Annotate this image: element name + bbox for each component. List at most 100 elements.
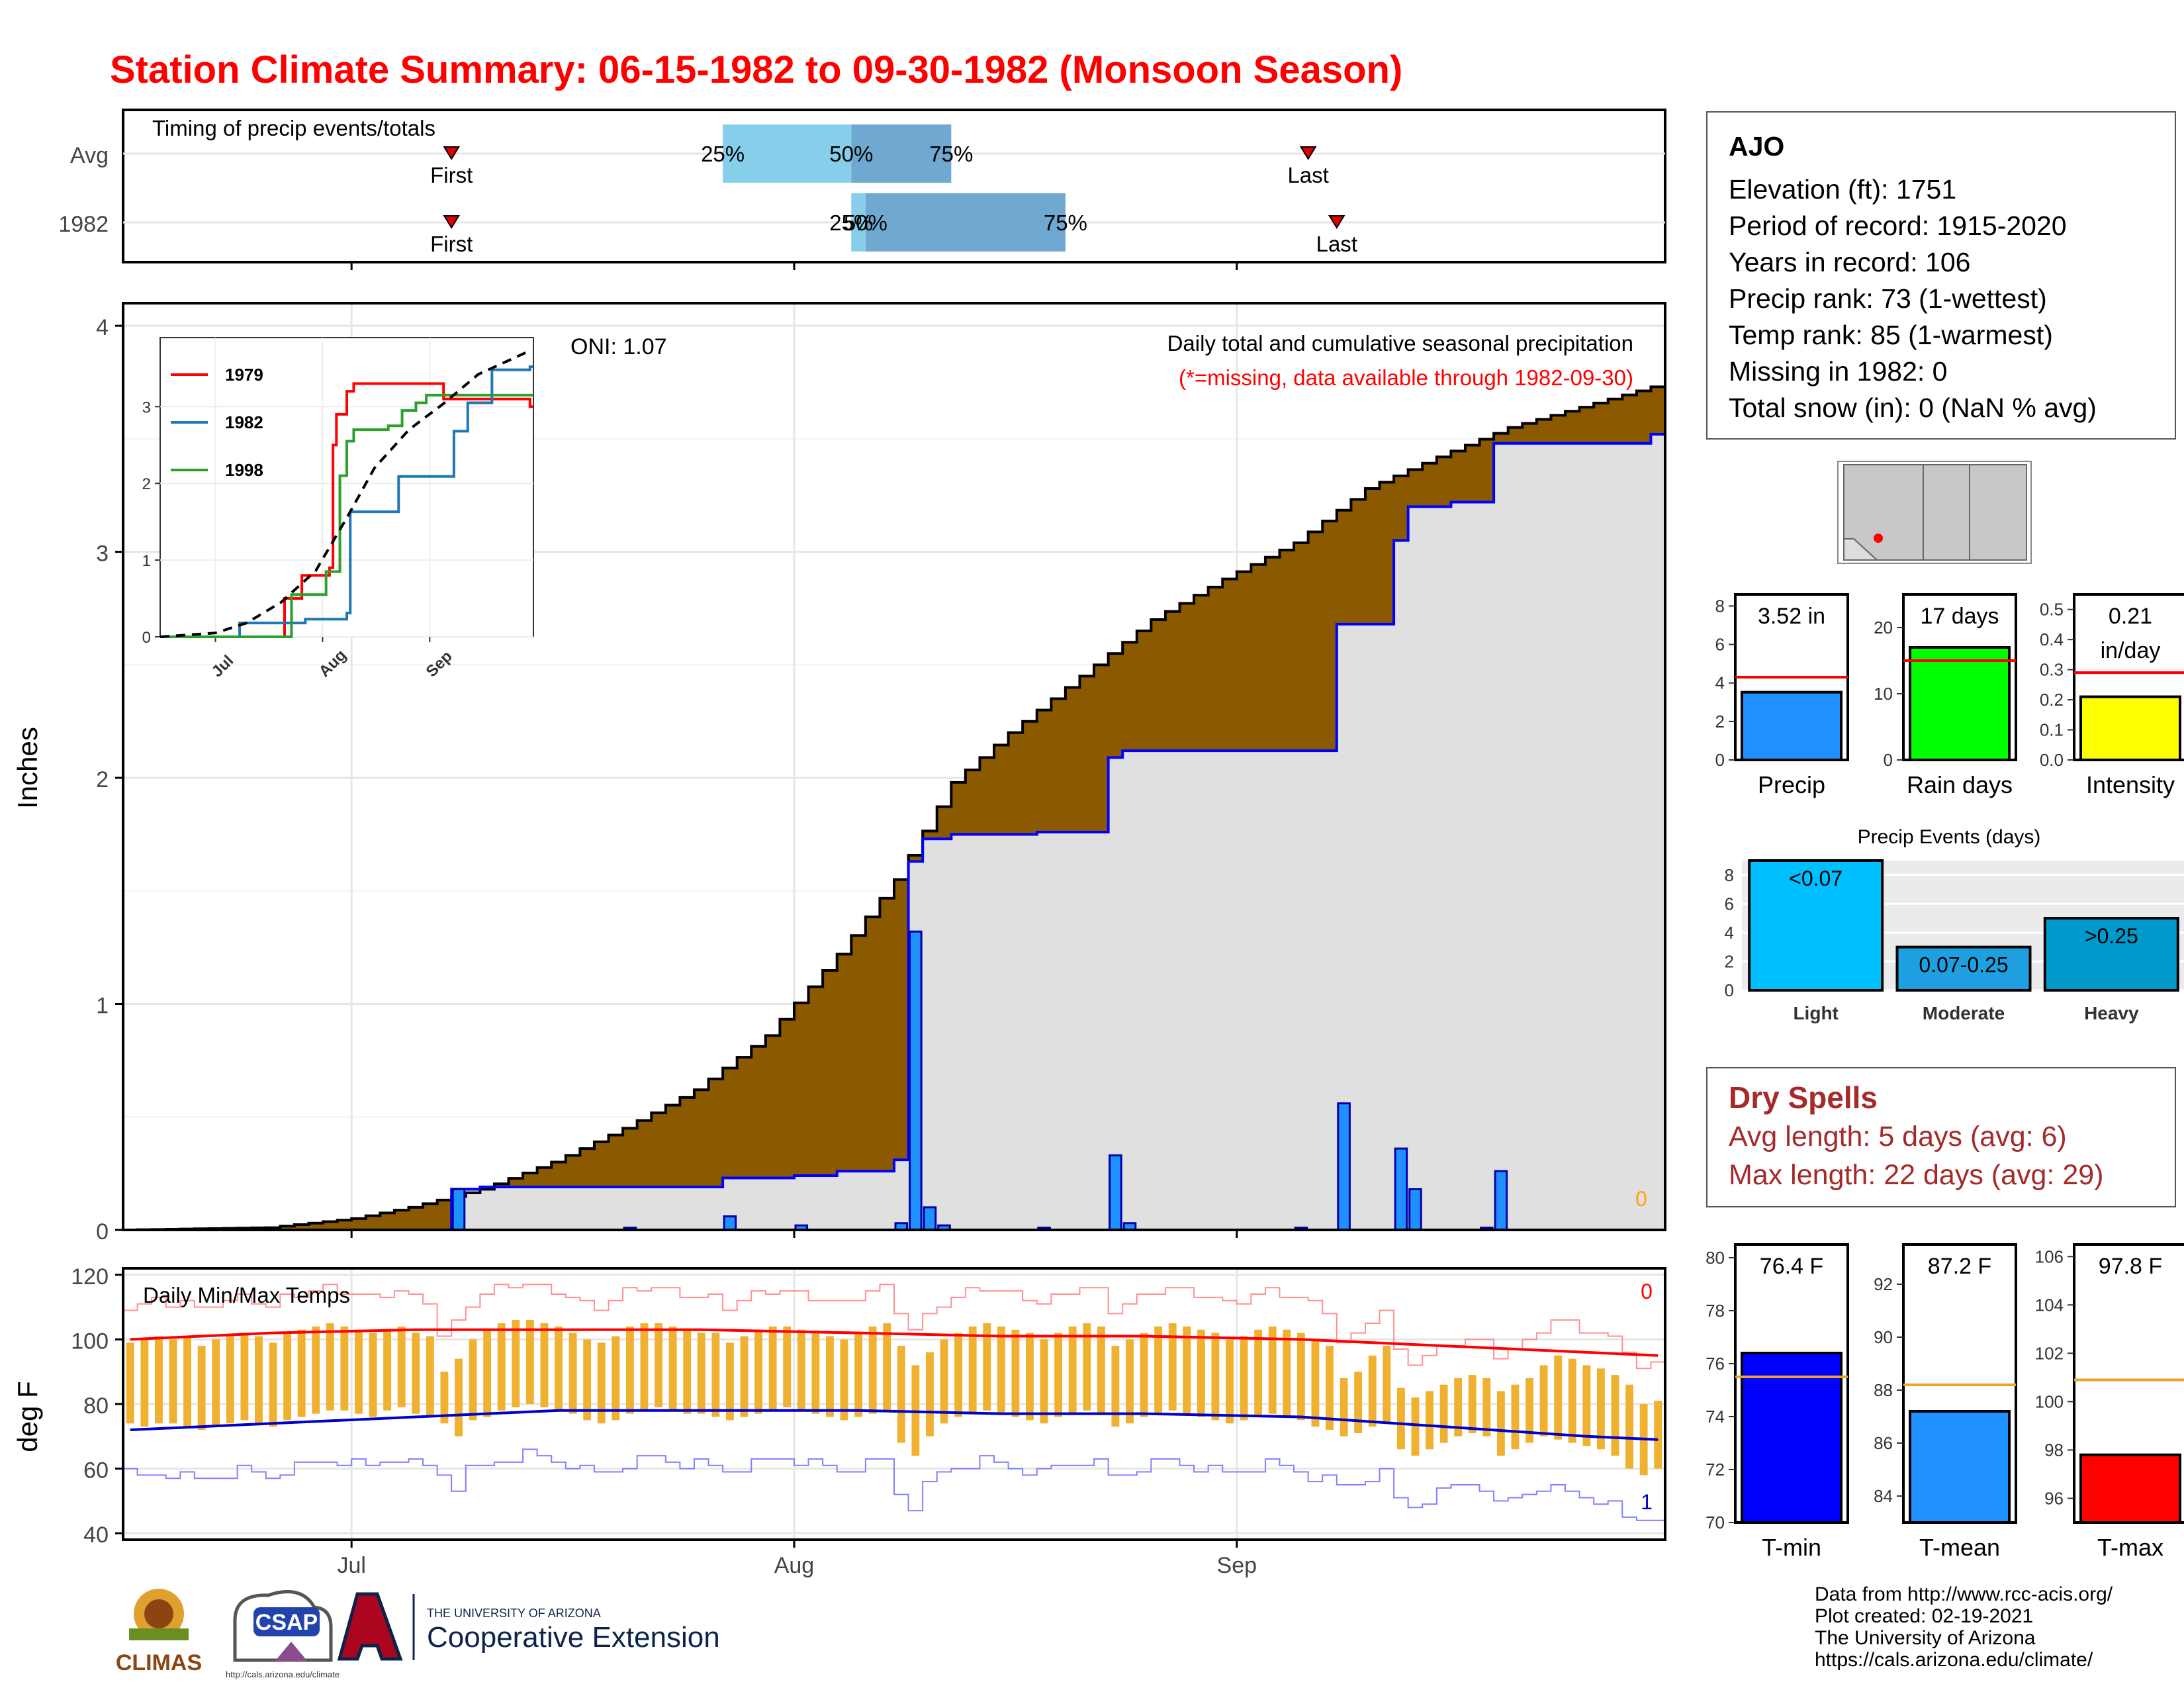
daily-temp-bar bbox=[597, 1342, 606, 1424]
events-title: Precip Events (days) bbox=[1858, 826, 2041, 848]
q75-label: 75% bbox=[1044, 211, 1087, 235]
daily-temp-bar bbox=[469, 1339, 477, 1421]
tmin-bar bbox=[1741, 1352, 1843, 1524]
daily-temp-bar bbox=[797, 1329, 805, 1411]
inset-y-tick-label: 3 bbox=[142, 399, 151, 416]
daily-temp-bar bbox=[825, 1336, 834, 1417]
tmean-bar bbox=[1909, 1410, 2011, 1524]
daily-temp-bar bbox=[1168, 1323, 1177, 1411]
missing-text: Missing in 1982: 0 bbox=[1729, 356, 1948, 387]
daily-temp-bar bbox=[625, 1326, 634, 1414]
temp-y-axis-label: deg F bbox=[12, 1381, 43, 1452]
quartile-50-75-bar bbox=[851, 124, 952, 183]
daily-temp-bar bbox=[1068, 1326, 1077, 1414]
daily-temp-bar bbox=[240, 1333, 249, 1421]
event-bar-label: >0.25 bbox=[2085, 924, 2138, 948]
q25-label: 25% bbox=[829, 211, 873, 235]
daily-temp-bar bbox=[1396, 1387, 1405, 1450]
inset-y-tick-label: 1 bbox=[142, 552, 151, 570]
daily-temp-bar bbox=[1525, 1378, 1533, 1443]
daily-temp-bar bbox=[226, 1336, 234, 1424]
daily-temp-bar bbox=[569, 1333, 577, 1414]
daily-temp-bar bbox=[1254, 1329, 1263, 1417]
quartile-25-50-bar bbox=[851, 193, 866, 252]
tmax-value-label: 97.8 F bbox=[2099, 1254, 2162, 1279]
q25-label: 25% bbox=[701, 142, 745, 166]
daily-temp-bar bbox=[1283, 1329, 1291, 1417]
event-bar-label: 0.07-0.25 bbox=[1919, 953, 2008, 977]
daily-precip-bar bbox=[1337, 1102, 1351, 1231]
precip-tick-label: 2 bbox=[1715, 712, 1725, 731]
precip-axis-label: Precip bbox=[1758, 771, 1825, 798]
inset-legend-label: 1979 bbox=[225, 365, 263, 385]
quartile-25-50-bar bbox=[723, 124, 852, 183]
daily-temp-bar bbox=[1368, 1355, 1377, 1427]
inset-legend-label: 1982 bbox=[225, 412, 263, 432]
y-tick-label: 0 bbox=[96, 1219, 109, 1244]
daily-temp-bar bbox=[1054, 1333, 1063, 1417]
daily-temp-bar bbox=[126, 1342, 134, 1424]
daily-temp-bar bbox=[768, 1326, 777, 1411]
intensity-axis-label: Intensity bbox=[2086, 771, 2175, 798]
temp-y-tick-label: 120 bbox=[71, 1264, 109, 1289]
last-marker bbox=[1299, 146, 1317, 160]
daily-temp-bar bbox=[897, 1346, 905, 1443]
tmax-bar bbox=[2079, 1453, 2181, 1524]
temp-y-tick-label: 40 bbox=[83, 1523, 109, 1548]
daily-temp-bar bbox=[269, 1342, 277, 1427]
intensity-tick-label: 0.2 bbox=[2040, 690, 2064, 710]
chart-title: Station Climate Summary: 06-15-1982 to 0… bbox=[110, 48, 1403, 91]
last-label: Last bbox=[1287, 163, 1328, 187]
daily-temp-bar bbox=[1040, 1339, 1048, 1424]
daily-temp-bar bbox=[197, 1346, 206, 1430]
intensity-tick-label: 0.3 bbox=[2040, 660, 2064, 680]
cumulative-observed-area bbox=[123, 434, 1665, 1230]
climas-logo-text: CLIMAS bbox=[116, 1650, 202, 1675]
temp-y-tick-label: 100 bbox=[71, 1329, 109, 1354]
csap-logo: CSAP http://cals.arizona.edu/climate bbox=[226, 1589, 340, 1679]
daily-temp-bar bbox=[312, 1326, 320, 1414]
events-tick-label: 4 bbox=[1725, 923, 1734, 943]
intensity-tick-label: 0.1 bbox=[2040, 720, 2064, 740]
daily-temp-bar bbox=[1011, 1329, 1020, 1417]
daily-temp-bar bbox=[1126, 1339, 1134, 1424]
events-tick-label: 0 bbox=[1725, 980, 1734, 1000]
daily-temp-bar bbox=[655, 1323, 662, 1407]
daily-temp-bar bbox=[255, 1336, 263, 1424]
temp-x-tick-label: Jul bbox=[337, 1553, 365, 1578]
raindays-axis-label: Rain days bbox=[1907, 771, 2013, 798]
tmax-tick-label: 106 bbox=[2035, 1246, 2064, 1266]
daily-temp-bar bbox=[683, 1329, 692, 1414]
first-marker bbox=[443, 215, 460, 229]
tmax-tick-label: 100 bbox=[2035, 1391, 2064, 1411]
daily-temp-bar bbox=[1240, 1336, 1248, 1421]
period-text: Period of record: 1915-2020 bbox=[1729, 211, 2067, 241]
daily-temp-bar bbox=[440, 1372, 449, 1424]
precip-tick-label: 8 bbox=[1715, 596, 1725, 616]
daily-temp-bar bbox=[169, 1339, 177, 1424]
daily-temp-bar bbox=[711, 1333, 720, 1417]
daily-temp-bar bbox=[1611, 1375, 1619, 1456]
timing-row-label: 1982 bbox=[58, 212, 109, 237]
daily-temp-bar bbox=[1354, 1372, 1363, 1433]
intensity-tick-label: 0.5 bbox=[2040, 600, 2064, 620]
daily-temp-bar bbox=[754, 1329, 762, 1414]
daily-temp-bar bbox=[1154, 1326, 1163, 1414]
raindays-tick-label: 10 bbox=[1874, 684, 1893, 704]
daily-temp-bar bbox=[1226, 1339, 1234, 1424]
record-max-line bbox=[123, 1284, 1665, 1370]
credits: Data from http://www.rcc-acis.org/ Plot … bbox=[1815, 1583, 2113, 1671]
precip-annotation: Daily total and cumulative seasonal prec… bbox=[1167, 331, 1633, 355]
daily-temp-bar bbox=[140, 1339, 149, 1427]
daily-temp-bar bbox=[155, 1336, 163, 1424]
daily-temp-bar bbox=[1426, 1391, 1433, 1450]
tmean-tick-label: 86 bbox=[1874, 1433, 1893, 1453]
tmax-axis-label: T-max bbox=[2097, 1534, 2163, 1561]
inset-series-line bbox=[160, 365, 533, 638]
daily-temp-bar bbox=[740, 1336, 749, 1417]
precip-tick-label: 0 bbox=[1715, 750, 1725, 770]
missing-min-count: 1 bbox=[1641, 1490, 1653, 1514]
daily-temp-bar bbox=[455, 1358, 463, 1436]
temp-x-tick-label: Aug bbox=[774, 1553, 815, 1578]
